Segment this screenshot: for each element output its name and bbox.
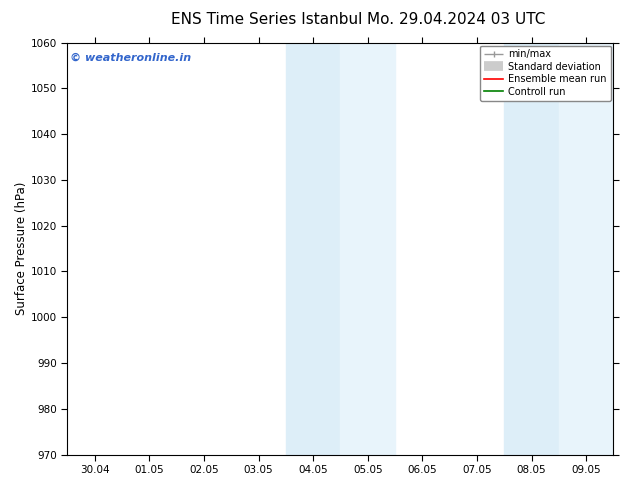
Bar	[559, 43, 614, 455]
Bar	[340, 43, 395, 455]
Bar	[504, 43, 559, 455]
Bar	[286, 43, 340, 455]
Legend: min/max, Standard deviation, Ensemble mean run, Controll run: min/max, Standard deviation, Ensemble me…	[480, 46, 611, 100]
Text: © weatheronline.in: © weatheronline.in	[70, 53, 191, 63]
Y-axis label: Surface Pressure (hPa): Surface Pressure (hPa)	[15, 182, 28, 315]
Text: ENS Time Series Istanbul: ENS Time Series Istanbul	[171, 12, 362, 27]
Text: Mo. 29.04.2024 03 UTC: Mo. 29.04.2024 03 UTC	[367, 12, 546, 27]
